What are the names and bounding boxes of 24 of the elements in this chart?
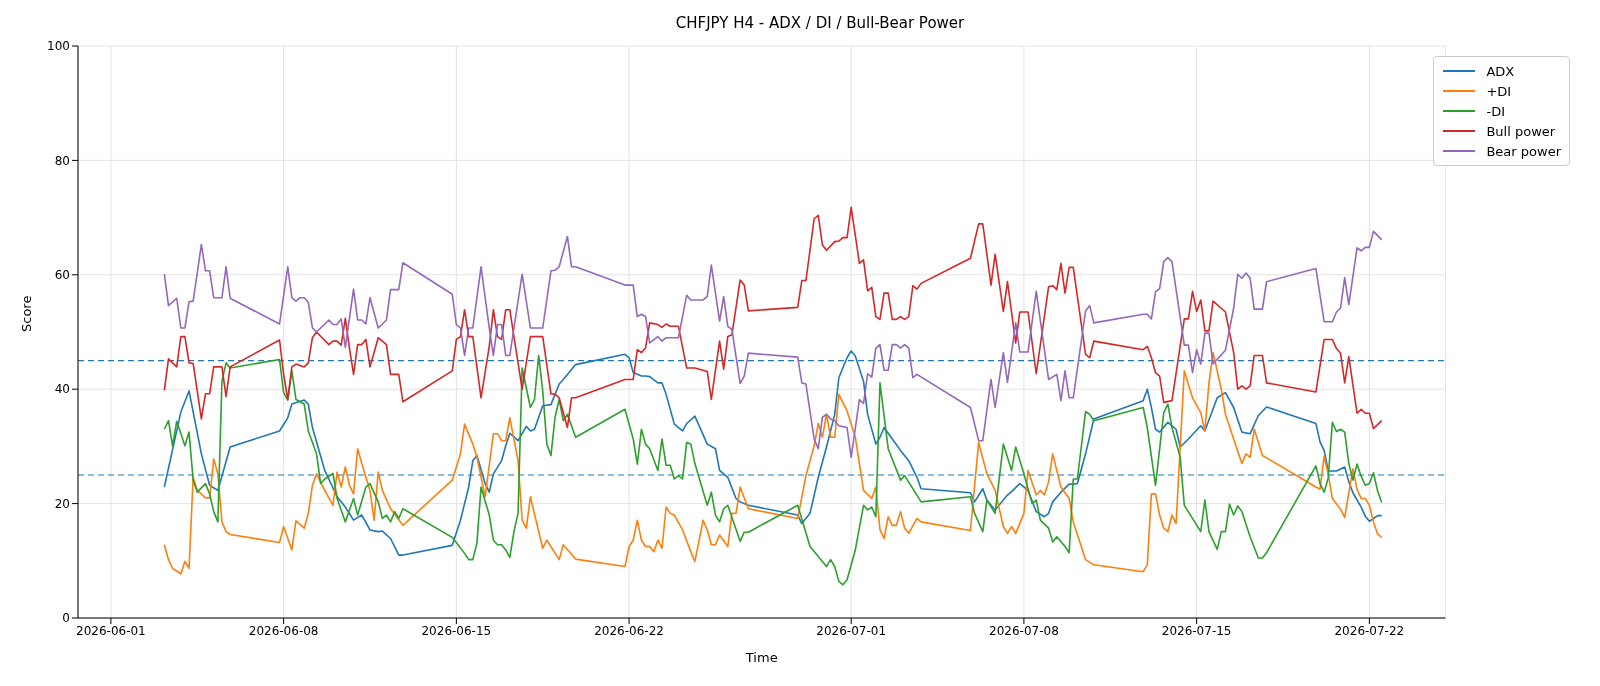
- legend-label: Bull power: [1486, 123, 1556, 139]
- line-series: [163, 206, 1383, 430]
- x-tick-label: 2026-07-01: [816, 623, 887, 638]
- legend-label: ADX: [1486, 63, 1515, 79]
- legend-label: Bear power: [1486, 143, 1561, 159]
- x-tick-label: 2026-07-15: [1161, 623, 1232, 638]
- y-tick-label: 60: [54, 268, 70, 283]
- x-axis-title: Time: [744, 650, 778, 665]
- x-tick-label: 2026-07-22: [1334, 623, 1405, 638]
- y-tick-label: 0: [62, 611, 70, 626]
- x-tick-label: 2026-06-22: [594, 623, 664, 638]
- y-axis-title: Score: [18, 295, 34, 332]
- y-tick-label: 40: [54, 382, 70, 397]
- line-series: [163, 230, 1383, 459]
- legend-label: -DI: [1486, 103, 1505, 119]
- y-tick-label: 80: [54, 153, 70, 168]
- x-tick-label: 2026-06-08: [248, 623, 319, 638]
- x-tick-label: 2026-07-08: [989, 623, 1059, 638]
- x-tick-label: 2026-06-01: [76, 623, 146, 638]
- chart-title: CHFJPY H4 - ADX / DI / Bull-Bear Power: [674, 13, 966, 34]
- x-tick-label: 2026-06-15: [421, 623, 492, 638]
- y-tick-label: 100: [47, 39, 70, 54]
- y-tick-label: 20: [54, 496, 70, 511]
- legend-label: +DI: [1486, 83, 1512, 99]
